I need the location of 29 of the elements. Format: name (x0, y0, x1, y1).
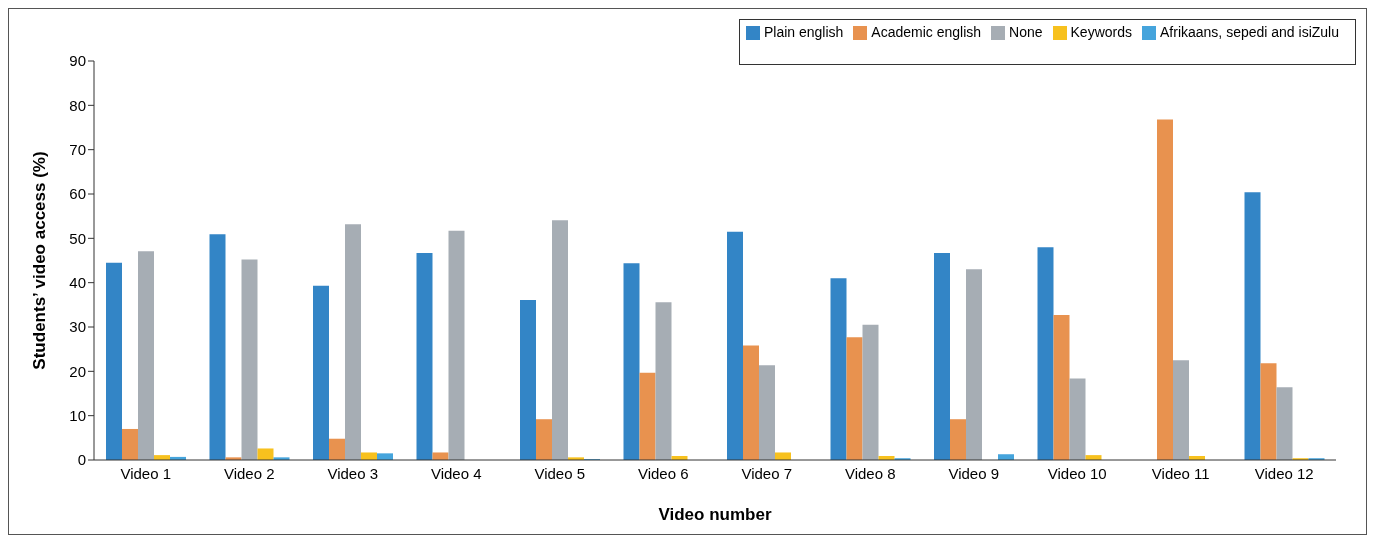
legend-label: Plain english (763, 24, 844, 40)
x-tick-label: Video 9 (948, 464, 1000, 482)
x-tick-label: Video 6 (637, 464, 689, 482)
y-tick-label: 10 (69, 406, 86, 424)
legend-label: Academic english (871, 24, 982, 40)
y-tick-label: 20 (69, 362, 86, 380)
y-tick-label: 50 (69, 229, 86, 247)
legend-label: Keywords (1070, 24, 1132, 40)
x-tick-label: Video 4 (430, 464, 482, 482)
x-tick-label: Video 10 (1047, 464, 1107, 482)
y-tick-label: 30 (69, 318, 86, 336)
x-tick-label: Video 1 (120, 464, 172, 482)
x-tick-label: Video 11 (1151, 464, 1210, 482)
x-tick-label: Video 7 (741, 464, 793, 482)
y-tick-label: 40 (69, 273, 86, 291)
x-tick-label: Video 3 (327, 464, 379, 482)
x-tick-label: Video 8 (844, 464, 896, 482)
x-tick-label: Video 12 (1254, 464, 1314, 482)
y-tick-label: 80 (69, 96, 86, 114)
legend-label: None (1009, 24, 1043, 40)
legend-label: Afrikaans, sepedi and isiZulu (1160, 24, 1339, 40)
y-tick-label: 60 (69, 185, 86, 203)
y-axis-title: Students’ video access (%) (30, 151, 50, 370)
y-tick-label: 70 (69, 140, 86, 158)
y-tick-label: 90 (69, 52, 86, 70)
x-tick-label: Video 5 (534, 464, 586, 482)
x-tick-label: Video 2 (223, 464, 275, 482)
x-axis-title: Video number (658, 505, 772, 524)
y-tick-label: 0 (77, 451, 86, 469)
